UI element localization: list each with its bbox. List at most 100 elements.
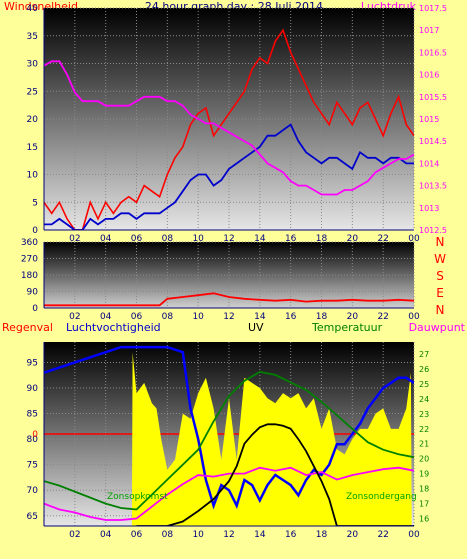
x-tick-label: 06 (131, 530, 143, 540)
y2-tick-label: 1016.5 (419, 48, 447, 57)
y2-tick-label: 20 (419, 455, 429, 464)
x-tick-label: 14 (254, 312, 266, 322)
y2-tick-label: 1015.5 (419, 93, 447, 102)
x-tick-label: 18 (316, 530, 328, 540)
x-tick-label: 20 (347, 312, 359, 322)
series-temperature-line (44, 370, 414, 511)
y2-tick-label: 1015 (419, 115, 439, 124)
x-tick-label: 04 (100, 234, 112, 244)
x-tick-label: 16 (285, 312, 297, 322)
rain-tick-label: 0 (32, 430, 38, 440)
y2-tick-label: 1014.5 (419, 137, 447, 146)
wind-pressure-series (44, 28, 414, 230)
y-tick-label: 90 (27, 288, 39, 298)
y-tick-label: 35 (27, 32, 38, 42)
y-tick-label: 360 (21, 238, 38, 248)
y2-tick-label: 18 (419, 485, 429, 494)
x-tick-label: 12 (223, 312, 234, 322)
compass-label: W (434, 252, 446, 266)
x-tick-label: 12 (223, 234, 234, 244)
x-tick-label: 16 (285, 234, 297, 244)
y-tick-label: 75 (27, 461, 38, 471)
x-tick-label: 02 (69, 234, 80, 244)
x-tick-label: 04 (100, 530, 112, 540)
x-tick-label: 08 (162, 312, 174, 322)
y2-tick-label: 1017 (419, 26, 439, 35)
y2-tick-label: 27 (419, 350, 429, 359)
y2-tick-label: 1016 (419, 71, 439, 80)
x-tick-label: 00 (408, 312, 420, 322)
y2-tick-label: 24 (419, 395, 429, 404)
y-tick-label: 30 (27, 60, 39, 70)
rain-humidity-temp-axes: 02 04 06 08 10 12 14 16 18 20 22 00 65 70 75 80 85 90 95 16… (27, 342, 429, 540)
y-tick-label: 65 (27, 512, 38, 522)
compass-label: N (436, 303, 445, 317)
x-tick-label: 14 (254, 234, 266, 244)
y2-tick-label: 25 (419, 380, 429, 389)
x-tick-label: 18 (316, 312, 328, 322)
series-wind_avg-line (44, 123, 414, 230)
humidity-label: Luchtvochtigheid (66, 321, 161, 334)
rain-humidity-temp-panel: Regenval Luchtvochtigheid UV Temperatuur… (2, 321, 466, 540)
compass-label: S (436, 269, 444, 283)
x-tick-label: 10 (192, 530, 204, 540)
x-tick-label: 20 (347, 234, 359, 244)
x-tick-label: 10 (192, 312, 204, 322)
series-uv-line (136, 423, 414, 526)
y2-tick-label: 16 (419, 515, 429, 524)
temperature-label: Temperatuur (311, 321, 383, 334)
x-tick-label: 22 (377, 312, 388, 322)
series-direction-line (44, 292, 414, 307)
y-tick-label: 180 (21, 271, 38, 281)
x-tick-label: 06 (131, 312, 143, 322)
uv-label: UV (248, 321, 264, 334)
series-humidity-line (44, 345, 414, 510)
series-pressure-line (44, 60, 414, 196)
y2-tick-label: 19 (419, 470, 429, 479)
compass-label: N (436, 235, 445, 249)
y-tick-label: 95 (27, 358, 38, 368)
y2-tick-label: 26 (419, 365, 429, 374)
y2-tick-label: 1013.5 (419, 182, 447, 191)
y-tick-label: 20 (27, 115, 39, 125)
x-tick-label: 10 (192, 234, 204, 244)
x-tick-label: 06 (131, 234, 143, 244)
compass-label: E (436, 286, 444, 300)
x-tick-label: 18 (316, 234, 328, 244)
y-tick-label: 85 (27, 410, 38, 420)
y-tick-label: 270 (21, 255, 38, 265)
y2-tick-label: 22 (419, 425, 429, 434)
series-dewpoint-line (44, 466, 414, 521)
y-tick-label: 0 (32, 304, 38, 314)
x-tick-label: 08 (162, 234, 174, 244)
wind-pressure-axes: 02 04 06 08 10 12 14 16 18 20 22 000510152025303540… (27, 4, 447, 244)
x-tick-label: 12 (223, 530, 234, 540)
y-tick-label: 70 (27, 486, 39, 496)
x-tick-label: 22 (377, 530, 388, 540)
y2-tick-label: 1013 (419, 204, 439, 213)
y-tick-label: 25 (27, 87, 38, 97)
x-tick-label: 00 (408, 530, 420, 540)
x-tick-label: 16 (285, 530, 297, 540)
x-tick-label: 22 (377, 234, 388, 244)
y2-tick-label: 1012.5 (419, 226, 447, 235)
x-tick-label: 08 (162, 530, 174, 540)
series-solar-area (131, 352, 412, 526)
x-tick-label: 00 (408, 234, 420, 244)
wind-pressure-panel: Windsnelheid Luchtdruk 02 04 06 08 10 12 14 16 1… (4, 0, 447, 244)
y-tick-label: 80 (27, 435, 39, 445)
y-tick-label: 5 (32, 198, 38, 208)
x-tick-label: 14 (254, 530, 266, 540)
y2-tick-label: 23 (419, 410, 429, 419)
wind-direction-series (44, 292, 414, 307)
y-tick-label: 90 (27, 384, 39, 394)
wind-direction-grid (44, 241, 415, 309)
y2-tick-label: 17 (419, 500, 429, 509)
y2-tick-label: 21 (419, 440, 429, 449)
sunrise-annotation: Zonsopkomst (107, 492, 168, 502)
y2-tick-label: 1014 (419, 159, 439, 168)
